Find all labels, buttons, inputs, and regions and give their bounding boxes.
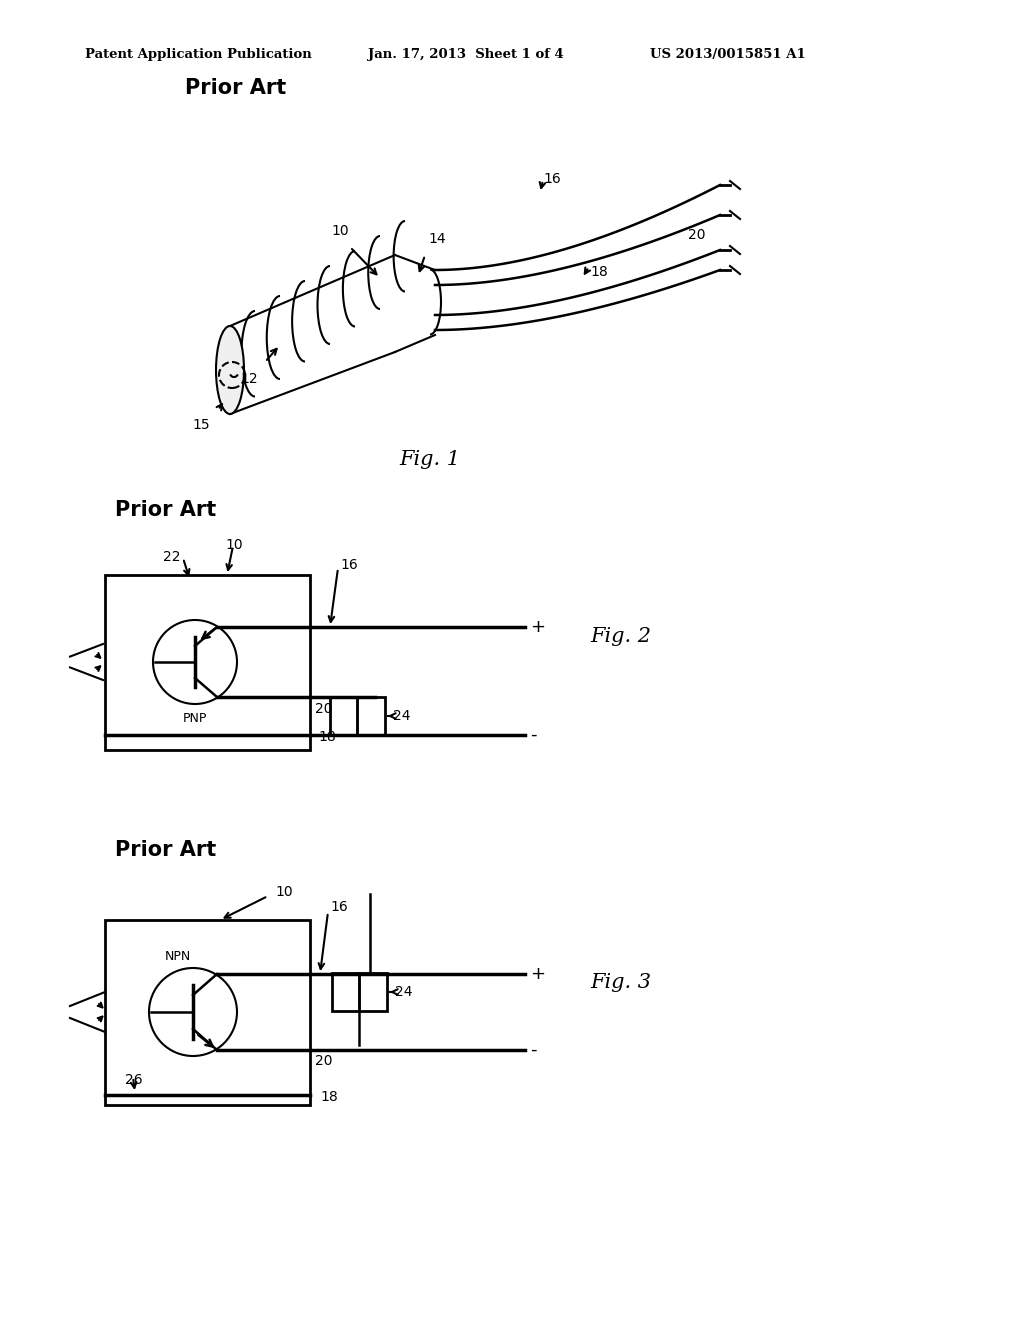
Bar [330, 697, 385, 735]
Text: 15: 15 [193, 418, 210, 432]
Text: -: - [530, 726, 537, 744]
Bar [105, 920, 310, 1105]
Text: +: + [530, 618, 545, 636]
Text: 18: 18 [590, 265, 608, 279]
Text: NPN: NPN [165, 950, 191, 964]
Text: 16: 16 [543, 172, 561, 186]
Text: +: + [530, 965, 545, 983]
Text: 24: 24 [393, 709, 411, 723]
Text: Patent Application Publication: Patent Application Publication [85, 48, 311, 61]
Text: 20: 20 [315, 1053, 333, 1068]
Text: 26: 26 [125, 1073, 142, 1086]
Text: 14: 14 [428, 232, 445, 246]
Text: 18: 18 [319, 1090, 338, 1104]
Text: 10: 10 [331, 224, 349, 238]
Text: 10: 10 [275, 884, 293, 899]
Text: Fig. 3: Fig. 3 [590, 973, 651, 991]
Text: -: - [530, 1041, 537, 1059]
Text: Prior Art: Prior Art [185, 78, 287, 98]
Text: 22: 22 [163, 550, 180, 564]
Text: 16: 16 [340, 558, 357, 572]
Text: 12: 12 [241, 372, 258, 385]
Bar [105, 576, 310, 750]
Text: 24: 24 [395, 985, 413, 999]
Text: Prior Art: Prior Art [115, 500, 216, 520]
Ellipse shape [216, 326, 244, 414]
Text: 16: 16 [330, 900, 348, 913]
Text: 18: 18 [318, 730, 336, 744]
Bar [332, 973, 387, 1011]
Text: Jan. 17, 2013  Sheet 1 of 4: Jan. 17, 2013 Sheet 1 of 4 [368, 48, 564, 61]
Text: Prior Art: Prior Art [115, 840, 216, 861]
Text: PNP: PNP [183, 711, 207, 725]
Text: Fig. 1: Fig. 1 [399, 450, 461, 469]
Text: Fig. 2: Fig. 2 [590, 627, 651, 647]
Text: US 2013/0015851 A1: US 2013/0015851 A1 [650, 48, 806, 61]
Text: 10: 10 [225, 539, 243, 552]
Text: 20: 20 [688, 228, 706, 242]
Text: 20: 20 [315, 702, 333, 715]
